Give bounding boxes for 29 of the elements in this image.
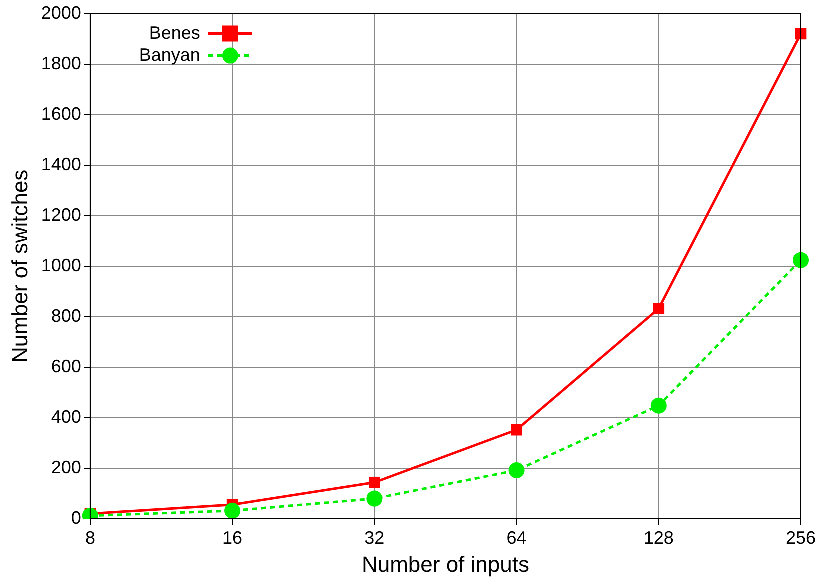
y-tick-label: 200 <box>51 457 82 478</box>
y-axis-title: Number of switches <box>7 170 32 363</box>
point <box>650 398 667 414</box>
point <box>511 424 522 436</box>
legend-label: Benes <box>149 22 200 43</box>
y-tick-label: 1600 <box>41 104 82 124</box>
point <box>793 252 809 268</box>
y-tick-label: 400 <box>51 406 82 427</box>
x-axis-title: Number of inputs <box>362 552 530 577</box>
y-tick-label: 0 <box>71 508 82 528</box>
y-tick-label: 1000 <box>41 255 82 276</box>
x-tick-label: 16 <box>222 528 243 548</box>
x-tick-label: 128 <box>644 528 674 548</box>
y-tick-label: 2000 <box>41 2 82 23</box>
y-tick-label: 1800 <box>41 53 82 74</box>
point <box>508 462 525 478</box>
y-tick-label: 1200 <box>41 204 82 225</box>
x-tick-label: 256 <box>786 528 816 548</box>
x-tick-label: 64 <box>506 528 527 548</box>
x-tick-label: 32 <box>364 528 385 548</box>
y-tick-label: 600 <box>51 356 82 376</box>
y-tick-label: 1400 <box>41 154 82 174</box>
point <box>369 476 380 488</box>
x-tick-label: 8 <box>85 528 96 548</box>
y-tick-label: 800 <box>51 306 82 326</box>
point <box>224 502 241 519</box>
point <box>653 303 665 314</box>
legend-label: Banyan <box>139 44 200 65</box>
point <box>366 490 383 507</box>
